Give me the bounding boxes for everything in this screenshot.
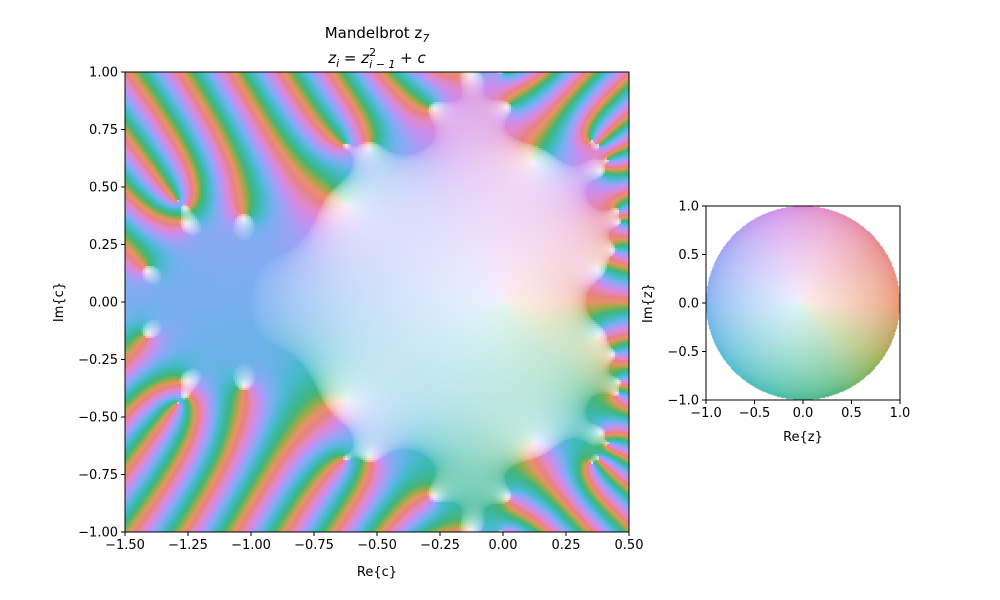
- main-x-tick-label: −1.00: [231, 538, 271, 553]
- main-y-tick-label: −0.50: [78, 411, 118, 426]
- main-title-line1: Mandelbrot z7: [325, 24, 430, 45]
- main-x-tick-label: −0.25: [420, 538, 460, 553]
- wheel-x-tick-label: 1.0: [890, 406, 911, 421]
- wheel-y-tick-label: 0.0: [678, 297, 699, 312]
- wheel-x-tick-label: −0.5: [739, 406, 771, 421]
- main-y-tick-label: 0.00: [89, 296, 118, 311]
- wheel-xlabel: Re{z}: [783, 430, 823, 445]
- main-x-tick-label: −1.25: [168, 538, 208, 553]
- mandelbrot-image: [125, 72, 629, 532]
- main-x-tick-label: −0.75: [294, 538, 334, 553]
- main-ylabel: Im{c}: [52, 282, 67, 322]
- wheel-y-tick-label: 0.5: [678, 248, 699, 263]
- main-y-tick-label: 0.75: [89, 123, 118, 138]
- main-y-tick-label: −1.00: [78, 526, 118, 541]
- main-y-tick-label: 0.25: [89, 238, 118, 253]
- main-title-line2: zi = z2 i − 1 + c: [327, 46, 426, 71]
- main-x-tick-label: 0.50: [615, 538, 644, 553]
- wheel-x-tick-label: 0.0: [793, 406, 814, 421]
- main-y-tick-label: −0.25: [78, 353, 118, 368]
- main-x-tick-label: 0.00: [489, 538, 518, 553]
- main-x-tick-label: −0.50: [357, 538, 397, 553]
- main-y-tick-label: 0.50: [89, 181, 118, 196]
- color-wheel-image: [706, 206, 900, 400]
- color-wheel-plot: −1.0 −0.5 0.0 0.5 1.0 −1.0 −0.5 0.0 0.5 1.0 Re{z…: [641, 200, 910, 446]
- main-y-tick-label: 1.00: [89, 66, 118, 81]
- wheel-y-tick-label: −0.5: [667, 345, 699, 360]
- main-xlabel: Re{c}: [357, 565, 397, 580]
- main-x-tick-label: −1.50: [105, 538, 145, 553]
- main-x-tick-label: 0.25: [552, 538, 581, 553]
- main-y-tick-label: −0.75: [78, 468, 118, 483]
- mandelbrot-plot: −1.50 −1.25 −1.00 −0.75 −0.50 −0.25 0.00 0.25 0.…: [52, 24, 643, 580]
- wheel-x-tick-label: −1.0: [690, 406, 722, 421]
- wheel-y-tick-label: 1.0: [678, 200, 699, 215]
- wheel-y-tick-label: −1.0: [667, 394, 699, 409]
- wheel-ylabel: Im{z}: [641, 283, 656, 323]
- wheel-x-tick-label: 0.5: [841, 406, 862, 421]
